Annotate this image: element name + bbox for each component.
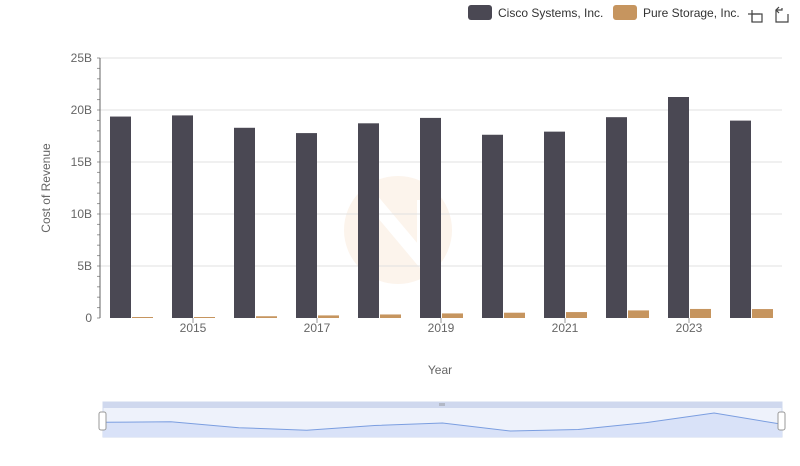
bar-cisco-2022[interactable] [606, 117, 627, 319]
x-axis-tick-labels: 2015 2017 2019 2021 2023 [180, 321, 703, 335]
legend-item-pure-storage[interactable]: Pure Storage, Inc. [613, 5, 740, 20]
bar-cisco-2016[interactable] [234, 127, 255, 318]
navigator-left-handle[interactable] [98, 411, 107, 431]
bar-pure-storage-2022[interactable] [628, 310, 649, 318]
y-axis-title: Cost of Revenue [39, 143, 53, 233]
bar-cisco-2015[interactable] [172, 115, 193, 319]
bar-pure-storage-2014[interactable] [132, 317, 153, 318]
bar-pure-storage-2021[interactable] [566, 312, 587, 318]
legend-swatch-cisco [468, 5, 492, 20]
bar-cisco-2019[interactable] [420, 117, 441, 319]
y-axis-tick-labels: 0 5B 10B 15B 20B 25B [71, 51, 93, 325]
bar-pure-storage-2018[interactable] [380, 314, 401, 318]
bar-pure-storage-2019[interactable] [442, 313, 463, 318]
x-tick-label: 2019 [428, 321, 455, 335]
bar-pure-storage-2017[interactable] [318, 315, 339, 318]
x-axis-ticks [192, 318, 690, 323]
x-tick-label: 2017 [304, 321, 331, 335]
bar-pure-storage-2020[interactable] [504, 312, 525, 318]
navigator-grip-icon[interactable] [439, 403, 445, 406]
y-tick-label: 10B [71, 207, 92, 221]
navigator-series-area [103, 413, 782, 437]
bar-pure-storage-2016[interactable] [256, 316, 277, 318]
legend-swatch-pure-storage [613, 5, 637, 20]
y-tick-label: 15B [71, 155, 92, 169]
legend-label-cisco: Cisco Systems, Inc. [498, 6, 603, 20]
zoom-icon[interactable] [748, 7, 764, 23]
x-axis-title: Year [428, 363, 452, 377]
navigator-top-scrollbar[interactable] [103, 402, 782, 408]
navigator-right-handle[interactable] [777, 411, 786, 431]
y-tick-label: 20B [71, 103, 92, 117]
bar-pure-storage-2024[interactable] [752, 309, 773, 318]
reset-zoom-icon[interactable] [772, 6, 789, 23]
bar-cisco-2024[interactable] [730, 120, 751, 318]
y-tick-label: 0 [85, 311, 92, 325]
bar-cisco-2014[interactable] [110, 116, 131, 318]
legend-label-pure-storage: Pure Storage, Inc. [643, 6, 740, 20]
x-tick-label: 2021 [552, 321, 579, 335]
bar-cisco-2018[interactable] [358, 123, 379, 318]
legend-item-cisco[interactable]: Cisco Systems, Inc. [468, 5, 603, 20]
bar-pure-storage-2015[interactable] [194, 317, 215, 318]
y-tick-label: 25B [71, 51, 92, 65]
range-navigator[interactable] [98, 401, 786, 438]
bar-cisco-2021[interactable] [544, 131, 565, 318]
bar-cisco-2023[interactable] [668, 97, 689, 318]
bar-cisco-2020[interactable] [482, 134, 503, 318]
bars [110, 97, 773, 319]
bar-cisco-2017[interactable] [296, 133, 317, 318]
bar-pure-storage-2023[interactable] [690, 308, 711, 318]
x-tick-label: 2023 [676, 321, 703, 335]
y-tick-label: 5B [77, 259, 92, 273]
x-tick-label: 2015 [180, 321, 207, 335]
navigator-series-line [102, 412, 783, 432]
legend: Cisco Systems, Inc. Pure Storage, Inc. [468, 5, 740, 20]
